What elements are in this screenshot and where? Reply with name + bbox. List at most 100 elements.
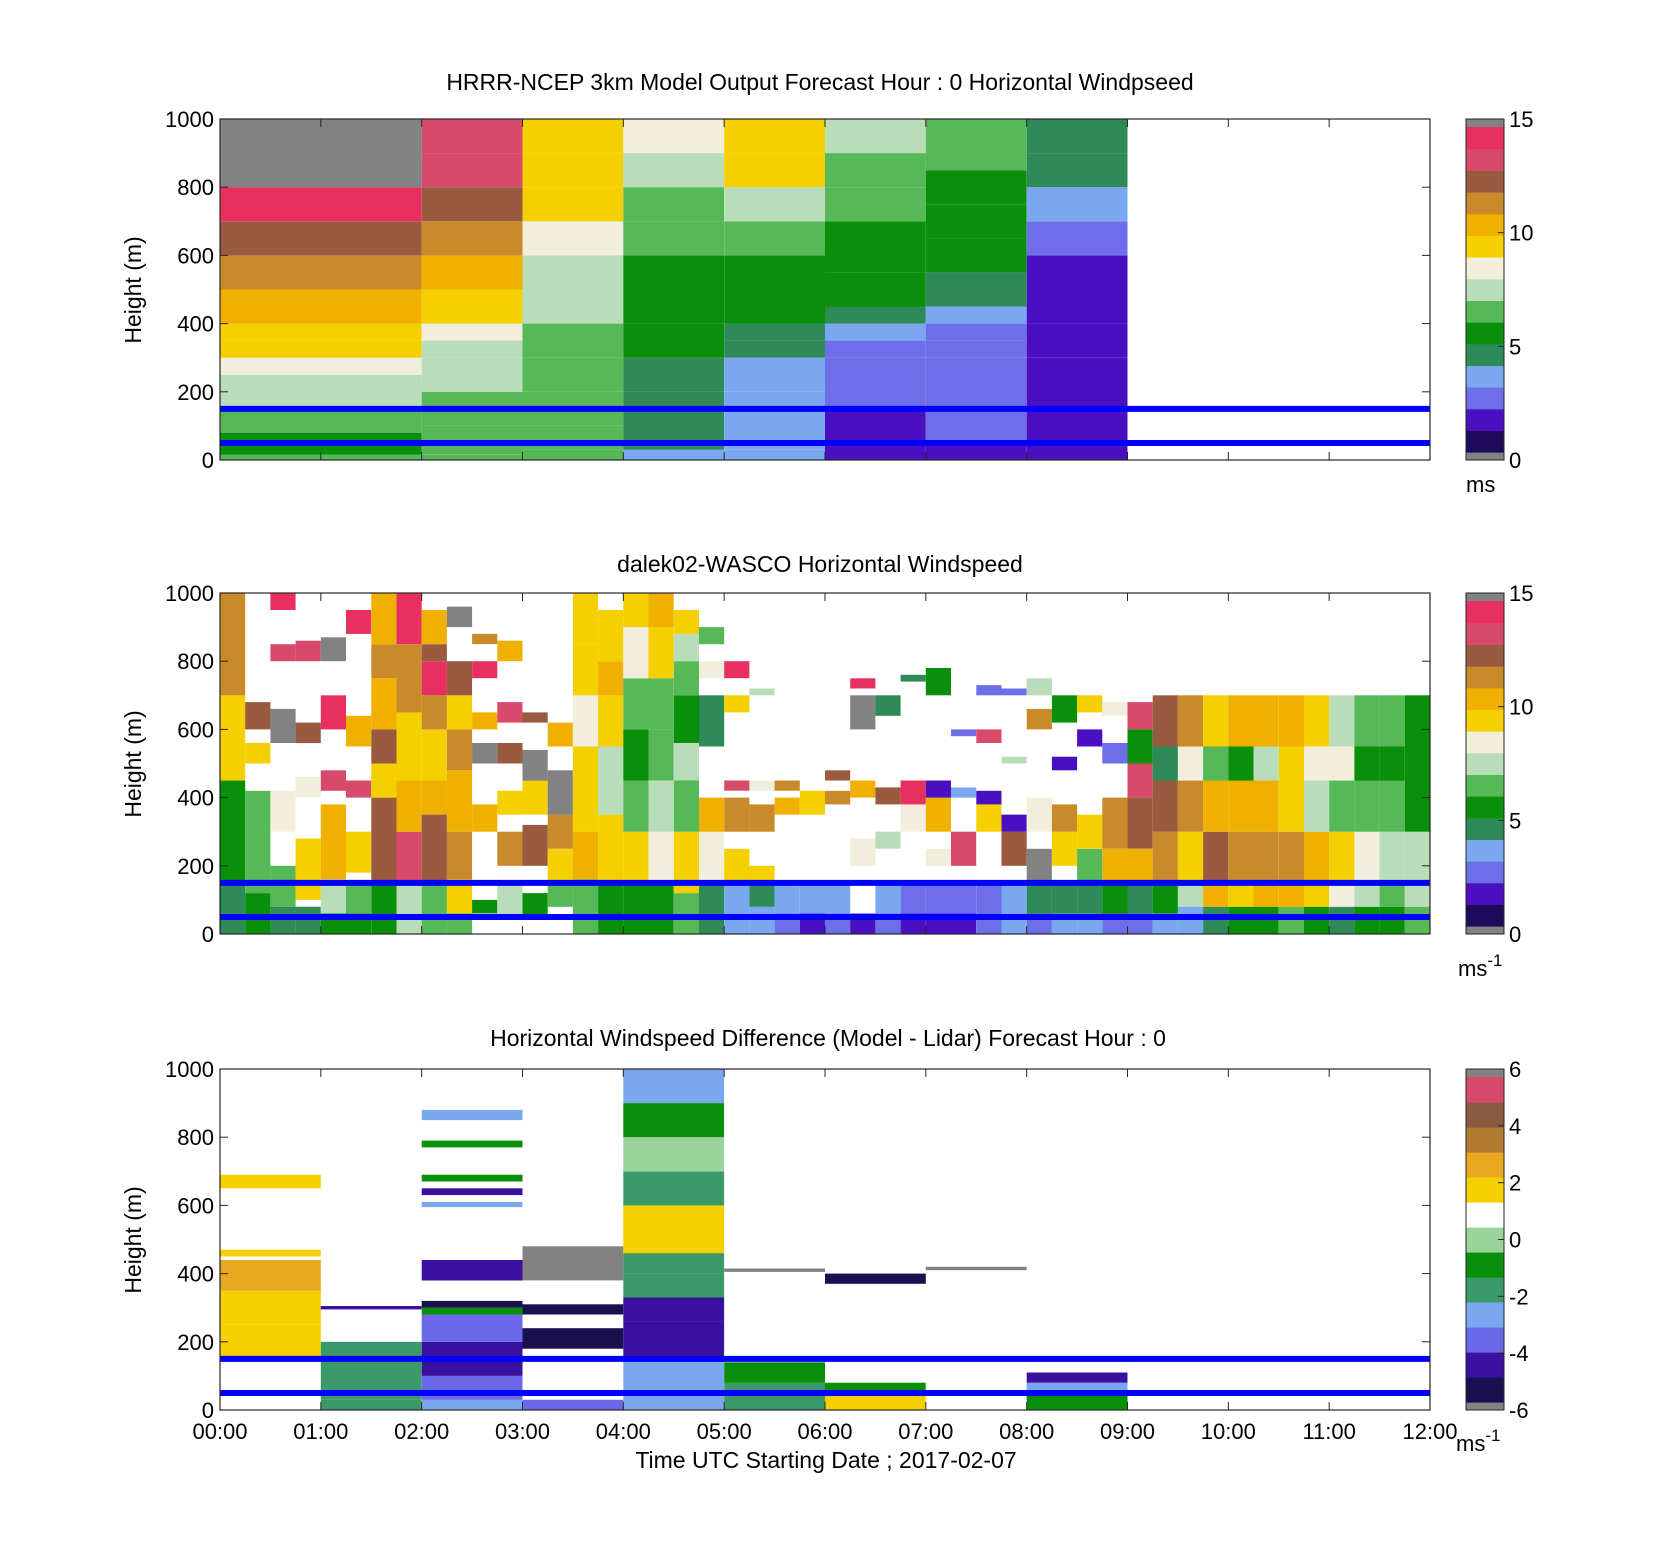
heatmap-cell-p1-c0-l6: [220, 374, 422, 392]
colorbar-segment-p1-14: [1466, 127, 1504, 150]
heatmap-cell-p1-c6-l7: [925, 238, 1027, 273]
lidar-cell-t19-l2: [699, 797, 725, 832]
colorbar-segment-p1-10: [1466, 213, 1504, 236]
lidar-cell-t34-l5: [1077, 695, 1103, 713]
lidar-cell-t20-l2: [724, 797, 750, 832]
lidar-cell-t36-l1: [1127, 882, 1153, 914]
x-tick-label-10: 10:00: [1201, 1419, 1256, 1444]
y-tick-label-p2-2: 400: [177, 786, 214, 811]
lidar-cell-t8-l5: [421, 661, 447, 696]
heatmap-cell-p1-c6-l5: [925, 306, 1027, 324]
lidar-cell-t44-l4: [1329, 746, 1355, 781]
lidar-cell-t27-l3: [900, 780, 926, 805]
panel-model-ylabel: Height (m): [120, 236, 146, 343]
x-tick-label-12: 12:00: [1402, 1419, 1457, 1444]
panel-difference-ylabel: Height (m): [120, 1186, 146, 1293]
lidar-cell-t26-l2: [875, 831, 901, 849]
lidar-cell-t19-l5: [699, 627, 725, 645]
lidar-cell-t1-l1: [245, 790, 271, 894]
colorbar-segment-p3-5: [1466, 1252, 1504, 1278]
heatmap-cell-p1-c1-l10: [421, 187, 523, 222]
lidar-cell-t2-l4: [270, 644, 296, 662]
heatmap-cell-p1-c7-l5: [1026, 221, 1128, 256]
heatmap-cell-p3-c3-l2: [522, 1304, 624, 1315]
lidar-cell-t12-l4: [522, 712, 548, 723]
heatmap-cell-p3-c2-l0: [421, 1399, 523, 1410]
colorbar-segment-p3-3: [1466, 1302, 1504, 1328]
heatmap-cell-p3-c6-l1: [825, 1382, 926, 1393]
lidar-cell-t11-l3: [497, 743, 523, 764]
lidar-cell-t21-l4: [749, 780, 775, 791]
lidar-cell-t0-l0: [220, 882, 246, 934]
lidar-cell-t17-l0: [648, 882, 674, 934]
x-axis-label: Time UTC Starting Date ; 2017-02-07: [635, 1447, 1016, 1473]
lidar-cell-t13-l4: [547, 722, 573, 747]
lidar-cell-t16-l1: [623, 831, 649, 883]
heatmap-cell-p3-c1-l0: [320, 1399, 422, 1410]
colorbar-segment-p2-6: [1466, 774, 1504, 797]
lidar-cell-t16-l6: [623, 593, 649, 628]
y-tick-label-p3-0: 0: [202, 1398, 214, 1423]
heatmap-cell-p3-c8-l0: [1026, 1393, 1128, 1410]
lidar-cell-t37-l2: [1152, 831, 1178, 883]
lidar-cell-t21-l0: [749, 906, 775, 934]
lidar-cell-t17-l1: [648, 831, 674, 883]
heatmap-cell-p1-c4-l0: [724, 449, 825, 460]
heatmap-cell-p3-c0-l6: [220, 1174, 321, 1189]
colorbar-tick-label-p1-0: 0: [1509, 448, 1521, 473]
panel-lidar-title: dalek02-WASCO Horizontal Windspeed: [617, 551, 1023, 577]
lidar-cell-t26-l1: [875, 882, 901, 914]
lidar-cell-t14-l1: [572, 831, 599, 880]
colorbar-overflow-low-p3: [1466, 1402, 1504, 1410]
lidar-cell-t36-l4: [1127, 763, 1153, 798]
lidar-cell-t14-l4: [572, 644, 599, 696]
lidar-cell-t45-l1: [1354, 882, 1380, 907]
lidar-cell-t25-l4: [850, 678, 876, 689]
panel-lidar-ylabel: Height (m): [120, 710, 146, 817]
y-tick-label-p1-0: 0: [202, 448, 214, 473]
lidar-cell-t46-l1: [1379, 882, 1405, 907]
lidar-cell-t4-l5: [320, 637, 346, 662]
colorbar-tick-label-p1-2: 10: [1509, 221, 1533, 246]
lidar-cell-t38-l2: [1177, 831, 1204, 883]
lidar-cell-t19-l4: [699, 661, 725, 679]
lidar-cell-t32-l3: [1026, 797, 1052, 832]
heatmap-cell-p1-c0-l14: [220, 187, 422, 222]
heatmap-cell-p1-c3-l2: [623, 391, 725, 409]
lidar-cell-t3-l4: [295, 640, 321, 662]
lidar-cell-t47-l0: [1404, 906, 1430, 934]
lidar-cell-t21-l2: [749, 865, 775, 883]
lidar-cell-t16-l0: [623, 882, 649, 934]
lidar-cell-t10-l1: [472, 804, 498, 832]
lidar-cell-t30-l3: [976, 790, 1002, 805]
lidar-cell-t32-l1: [1026, 882, 1052, 914]
x-tick-label-0: 00:00: [192, 1419, 247, 1444]
colorbar-segment-p1-0: [1466, 430, 1504, 453]
y-tick-label-p3-3: 600: [177, 1193, 214, 1218]
lidar-cell-t11-l2: [497, 790, 523, 815]
lidar-cell-t8-l4: [421, 695, 447, 730]
heatmap-cell-p1-c4-l2: [724, 391, 825, 409]
heatmap-cell-p1-c6-l1: [925, 408, 1027, 443]
lidar-cell-t6-l1: [371, 797, 397, 883]
lidar-cell-t3-l0: [295, 906, 321, 934]
panel-difference-colorbar-unit: ms-1: [1456, 1426, 1500, 1456]
heatmap-cell-p1-c5-l3: [825, 340, 926, 358]
colorbar-tick-label-p3-6: 6: [1509, 1057, 1521, 1082]
lidar-cell-t34-l3: [1077, 814, 1103, 849]
panel-model-heatmap: [220, 119, 1128, 460]
lidar-cell-t8-l0: [421, 882, 447, 934]
lidar-cell-t8-l1: [421, 814, 447, 883]
lidar-cell-t39-l1: [1203, 882, 1229, 907]
colorbar-frame-p1: [1465, 118, 1505, 461]
lidar-cell-t16-l2: [623, 780, 649, 832]
y-tick-label-p1-2: 400: [177, 312, 214, 337]
lidar-cell-t2-l5: [270, 593, 296, 610]
heatmap-cell-p1-c7-l4: [1026, 255, 1128, 324]
heatmap-cell-p1-c0-l5: [220, 391, 422, 409]
heatmap-cell-p1-c1-l5: [421, 340, 523, 358]
colorbar-tick-label-p3-4: 2: [1509, 1171, 1521, 1196]
heatmap-cell-p3-c0-l2: [220, 1324, 321, 1359]
heatmap-cell-p3-c6-l2: [825, 1273, 926, 1284]
lidar-cell-t12-l0: [522, 893, 548, 917]
